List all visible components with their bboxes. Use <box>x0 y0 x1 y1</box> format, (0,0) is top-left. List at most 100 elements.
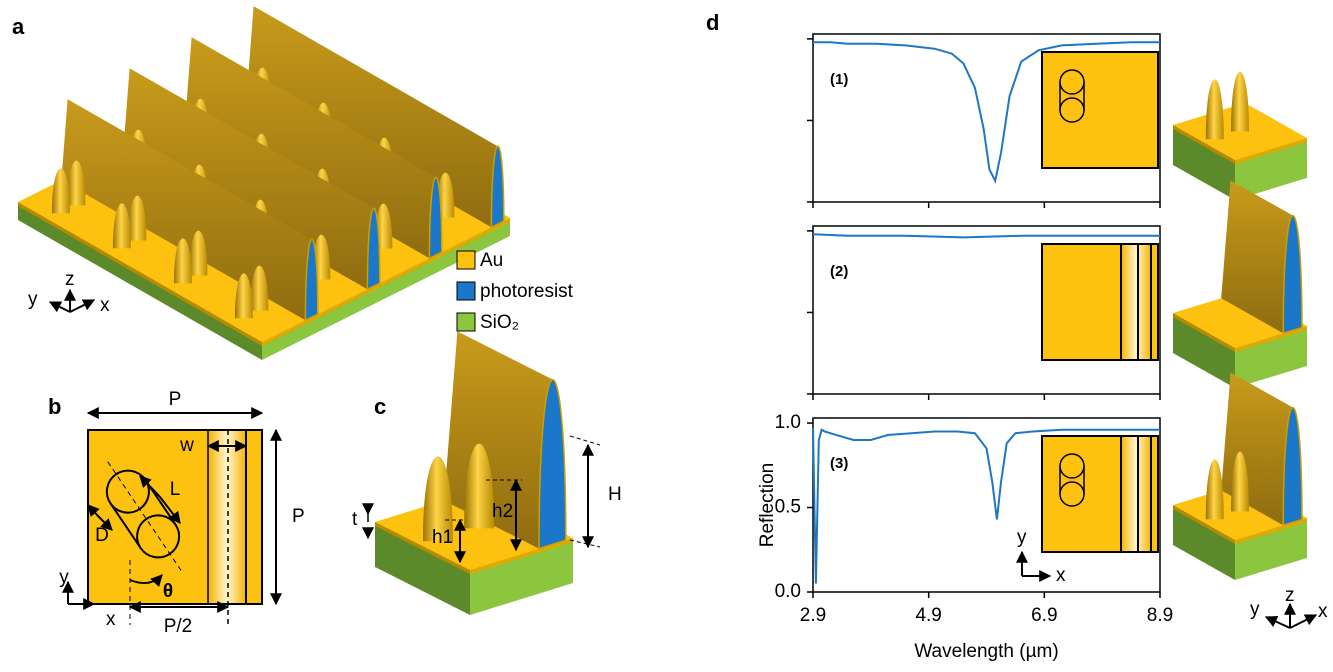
axis-label: y <box>59 567 69 588</box>
pillar <box>1205 459 1224 520</box>
panel-b-diagram <box>62 407 282 625</box>
y-tick-label: 0.0 <box>775 581 801 602</box>
inset-circle <box>1059 481 1085 507</box>
dimension-label: θ <box>163 581 173 602</box>
legend-swatch <box>456 281 476 301</box>
inset-circle <box>1059 69 1085 95</box>
panel-d-renderings <box>1173 71 1307 580</box>
pillar <box>1231 71 1249 132</box>
charts: (1) (2) 0.0 0.5 1.0 2.9 4.9 6.9 8.9 y x (3) Waveleng… <box>757 33 1173 662</box>
axis-label: x <box>106 609 116 630</box>
dimension-label: H <box>608 484 622 505</box>
gold-layer <box>1173 313 1235 352</box>
pillar <box>51 168 70 214</box>
x-tick-label: 6.9 <box>1031 605 1057 626</box>
gold-layer <box>1235 138 1307 164</box>
legend-label: Au <box>480 250 503 271</box>
pillar <box>112 203 131 249</box>
dimension-label: t <box>352 509 358 530</box>
dimension-label: P/2 <box>164 616 193 637</box>
ridge-face <box>1221 180 1293 334</box>
ridge-face <box>247 6 498 228</box>
x-tick-label: 8.9 <box>1147 605 1173 626</box>
ridge-end <box>1282 407 1303 527</box>
annotation: (3) <box>830 455 848 472</box>
x-tick-label: 2.9 <box>800 605 826 626</box>
ridge-face <box>123 68 374 290</box>
legend-swatch <box>456 250 476 270</box>
legend-label: photoresist <box>480 281 574 302</box>
pillar <box>1205 79 1224 140</box>
substrate-side <box>1173 505 1235 580</box>
y-tick-label: 0.5 <box>775 497 801 518</box>
substrate-side <box>262 218 510 360</box>
axis-label: x <box>1056 565 1066 586</box>
substrate-side <box>1173 313 1235 388</box>
pillar <box>189 230 208 276</box>
ridge-face <box>185 37 436 259</box>
dimension-label: h1 <box>432 527 453 548</box>
dimension-label: D <box>95 525 109 546</box>
panel-c-dimensions <box>362 435 601 564</box>
axis-label: x <box>1318 601 1328 622</box>
annotation: (1) <box>830 71 848 88</box>
reflection-line <box>813 41 1160 184</box>
pillar <box>1231 451 1249 512</box>
pillar <box>464 443 495 529</box>
gold-layer <box>1235 326 1307 352</box>
substrate-side <box>1235 326 1307 388</box>
plot-frame <box>812 33 1161 203</box>
gold-layer <box>375 522 470 574</box>
substrate-side <box>1173 125 1235 200</box>
reflection-line <box>812 233 1160 239</box>
ridge-end <box>1282 215 1303 335</box>
substrate-side <box>375 522 470 615</box>
plot-frame <box>812 417 1161 593</box>
axis-label: z <box>65 269 75 290</box>
gold-layer <box>1173 125 1235 164</box>
panel-label: d <box>706 10 719 35</box>
pillar <box>67 160 86 206</box>
y-tick-label: 1.0 <box>775 412 801 433</box>
axes-icon <box>1264 602 1318 629</box>
substrate-side <box>18 202 262 360</box>
gold-top <box>1173 291 1307 348</box>
ridge-end <box>304 238 319 322</box>
x-tick-label: 4.9 <box>915 605 941 626</box>
dimension-label: P <box>169 389 182 410</box>
gold-layer <box>262 218 510 346</box>
panel-label: a <box>12 14 25 39</box>
x-axis-label: Wavelength (µm) <box>914 641 1058 662</box>
substrate-side <box>1235 518 1307 580</box>
ridge-face <box>61 99 312 321</box>
panel-a-rendering <box>18 6 510 360</box>
legend: Au photoresist SiO₂ <box>456 250 574 333</box>
panel-label: c <box>374 394 386 419</box>
ridge-end <box>428 176 443 260</box>
gold-layer <box>1173 505 1235 544</box>
dimension-label: w <box>179 435 194 456</box>
pillar <box>250 265 269 311</box>
axis-label: z <box>1285 585 1295 606</box>
y-axis-label: Reflection <box>757 463 778 548</box>
pillar <box>128 195 147 241</box>
panel-c-rendering <box>375 331 573 615</box>
ridge-end <box>538 379 567 550</box>
axes-icon <box>48 288 96 313</box>
axis-label: y <box>1017 527 1027 548</box>
gold-layer <box>18 202 262 346</box>
pillar <box>173 238 192 284</box>
gold-layer <box>470 538 573 574</box>
inset-stripe <box>1121 245 1151 359</box>
inset-stripe <box>1121 437 1151 551</box>
annotation: (2) <box>830 263 848 280</box>
reflection-line <box>812 428 1160 584</box>
panel-label: b <box>48 394 61 419</box>
axis-label: x <box>100 295 110 316</box>
pillar <box>234 273 253 319</box>
dimension-label: L <box>170 479 181 500</box>
substrate-side <box>1235 138 1307 200</box>
inset-circle <box>1059 97 1085 123</box>
axis-label: y <box>28 289 38 310</box>
legend-label: SiO₂ <box>480 312 519 333</box>
